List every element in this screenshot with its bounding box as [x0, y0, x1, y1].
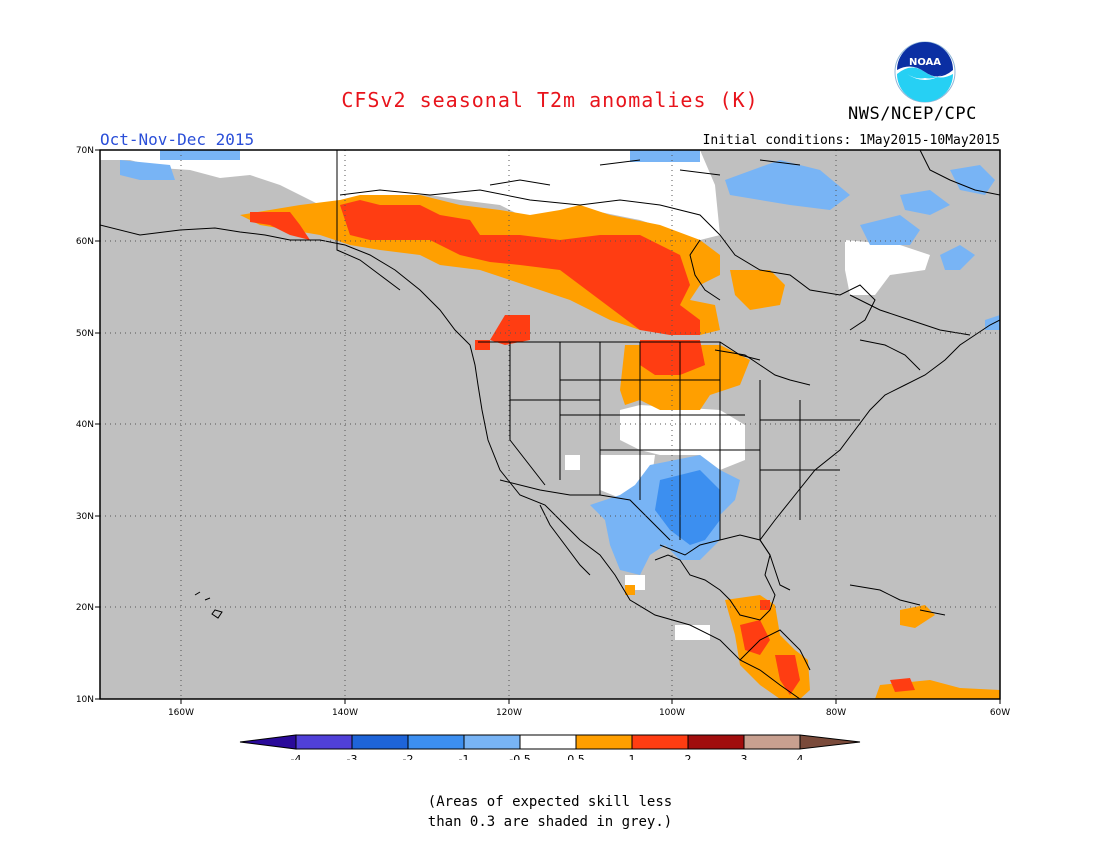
lon-label: 80W: [826, 708, 846, 718]
lat-label: 40N: [76, 420, 94, 430]
legend-tick-label: 0.5: [567, 753, 585, 760]
legend-tick-label: -3: [347, 753, 358, 760]
map-title: CFSv2 seasonal T2m anomalies (K): [341, 88, 759, 112]
lat-label: 60N: [76, 237, 94, 247]
lon-label: 60W: [990, 708, 1010, 718]
noaa-logo: NOAA: [894, 41, 956, 103]
legend-tick-label: 1: [629, 753, 636, 760]
color-legend: -4 -3 -2 -1 -0.5 0.5 1 2 3 4: [239, 734, 861, 760]
legend-tick-label: 4: [797, 753, 804, 760]
legend-tick-label: -1: [459, 753, 470, 760]
legend-arrow-high: [799, 734, 861, 750]
season-label: Oct-Nov-Dec 2015: [100, 130, 255, 149]
legend-tick-label: 2: [685, 753, 692, 760]
initial-conditions-label: Initial conditions: 1May2015-10May2015: [702, 133, 1000, 148]
legend-tick-label: 3: [741, 753, 748, 760]
lat-label: 30N: [76, 512, 94, 522]
longitude-labels: 160W 140W 120W 100W 80W 60W: [168, 708, 1010, 718]
lon-label: 100W: [659, 708, 685, 718]
legend-color-box: [519, 734, 577, 750]
legend-color-box: [743, 734, 801, 750]
svg-text:NOAA: NOAA: [909, 57, 941, 68]
lat-label: 10N: [76, 695, 94, 705]
legend-color-box: [463, 734, 521, 750]
legend-color-box: [631, 734, 689, 750]
lon-label: 160W: [168, 708, 194, 718]
above-normal-red: [250, 200, 915, 695]
footnote-line-1: (Areas of expected skill less: [427, 794, 673, 810]
legend-color-box: [687, 734, 745, 750]
legend-color-box: [351, 734, 409, 750]
legend-color-box: [575, 734, 633, 750]
lat-label: 50N: [76, 329, 94, 339]
lon-label: 140W: [332, 708, 358, 718]
legend-color-box: [407, 734, 465, 750]
footnote-line-2: than 0.3 are shaded in grey.): [427, 814, 673, 830]
lon-label: 120W: [496, 708, 522, 718]
legend-tick-label: -0.5: [509, 753, 530, 760]
legend-arrow-low: [239, 734, 297, 750]
latitude-labels: 70N 60N 50N 40N 30N 20N 10N: [76, 146, 94, 705]
skill-footnote: (Areas of expected skill less than 0.3 a…: [0, 792, 1100, 832]
lat-label: 70N: [76, 146, 94, 156]
lat-label: 20N: [76, 603, 94, 613]
graticule: [100, 150, 1000, 699]
agency-label: NWS/NCEP/CPC: [848, 104, 977, 124]
below-normal-blue: [655, 470, 720, 545]
legend-tick-label: -4: [291, 753, 302, 760]
legend-tick-label: -2: [403, 753, 414, 760]
axis-ticks: [95, 149, 1001, 704]
coastlines-and-borders: [100, 150, 1000, 699]
legend-color-box: [295, 734, 353, 750]
anomaly-map: 70N 60N 50N 40N 30N 20N 10N 160W 140W 12…: [76, 146, 1010, 760]
